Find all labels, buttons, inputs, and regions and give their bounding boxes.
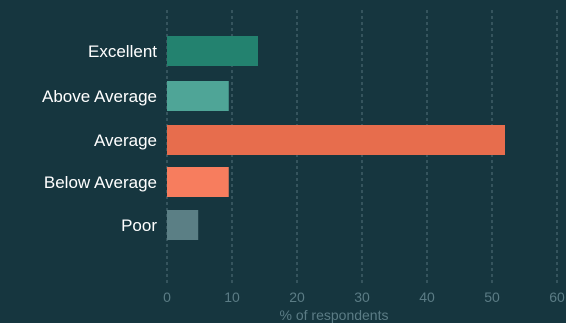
category-label-excellent: Excellent xyxy=(88,42,157,61)
x-axis-label: % of respondents xyxy=(280,307,389,323)
x-tick-label-50: 50 xyxy=(484,289,500,305)
x-tick-label-40: 40 xyxy=(419,289,435,305)
category-label-average: Average xyxy=(94,131,157,150)
bar-below-average xyxy=(167,167,229,197)
category-label-above-average: Above Average xyxy=(42,87,157,106)
x-tick-labels: 0 10 20 30 40 50 60 xyxy=(163,289,565,305)
category-labels: Excellent Above Average Average Below Avera… xyxy=(42,42,157,235)
bar-average xyxy=(167,125,505,155)
x-tick-label-0: 0 xyxy=(163,289,171,305)
bar-above-average xyxy=(167,81,229,111)
bar-poor xyxy=(167,210,199,240)
category-label-poor: Poor xyxy=(121,216,157,235)
bar-excellent xyxy=(167,36,258,66)
category-label-below-average: Below Average xyxy=(44,173,157,192)
x-tick-label-30: 30 xyxy=(354,289,370,305)
x-tick-label-60: 60 xyxy=(549,289,565,305)
x-tick-label-10: 10 xyxy=(224,289,240,305)
bars xyxy=(167,36,505,240)
x-tick-label-20: 20 xyxy=(289,289,305,305)
